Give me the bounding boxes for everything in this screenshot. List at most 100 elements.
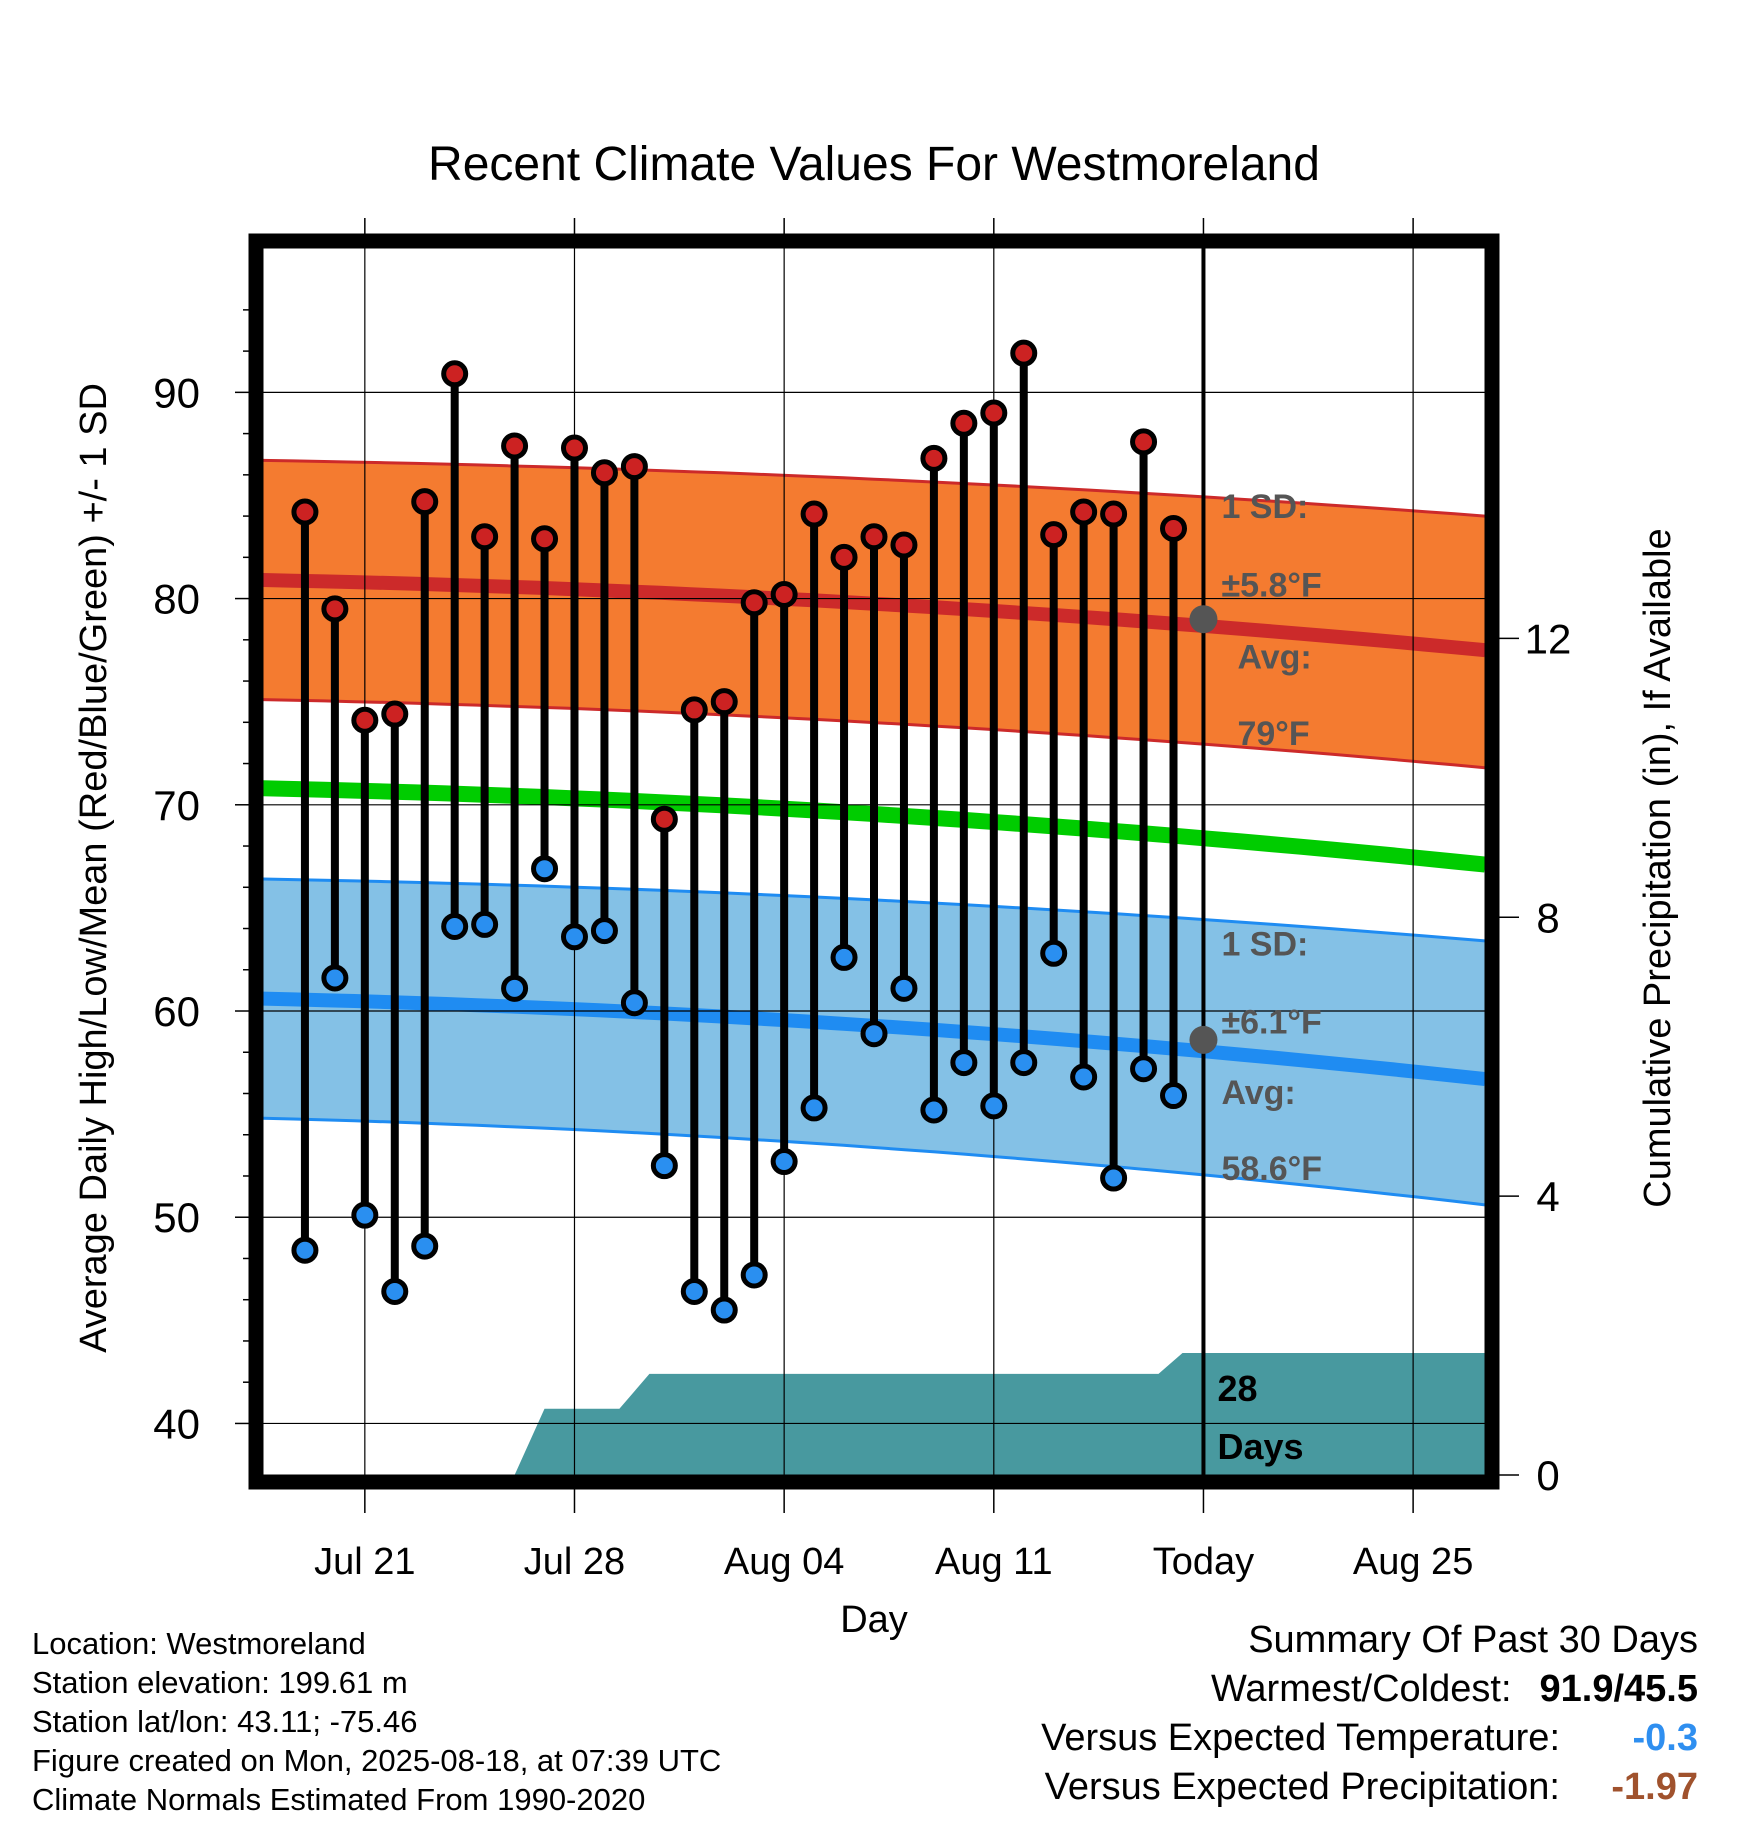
daily-low-point bbox=[860, 1020, 888, 1048]
daily-high-point bbox=[1160, 514, 1188, 542]
daily-high-point bbox=[501, 432, 529, 460]
daily-low-point bbox=[1130, 1055, 1158, 1083]
daily-low-point bbox=[950, 1049, 978, 1077]
y-tick-label: 40 bbox=[153, 1400, 200, 1447]
daily-high-point bbox=[1010, 339, 1038, 367]
x-tick-label: Jul 28 bbox=[524, 1541, 625, 1583]
high-sd-label: 1 SD: bbox=[1221, 488, 1308, 526]
daily-high-point bbox=[1040, 521, 1068, 549]
y-tick-label: 80 bbox=[153, 576, 200, 623]
precip-days-label: Days bbox=[1217, 1426, 1303, 1467]
daily-high-point bbox=[441, 360, 469, 388]
y2-tick-label: 12 bbox=[1525, 615, 1572, 662]
daily-high-point bbox=[471, 523, 499, 551]
daily-low-point bbox=[680, 1277, 708, 1305]
daily-low-point bbox=[980, 1092, 1008, 1120]
low-avg-value: 58.6°F bbox=[1221, 1150, 1322, 1188]
latlon-text: Station lat/lon: 43.11; -75.46 bbox=[32, 1704, 418, 1739]
daily-low-point bbox=[1070, 1063, 1098, 1091]
daily-high-point bbox=[531, 525, 559, 553]
x-tick-label: Aug 11 bbox=[935, 1541, 1053, 1583]
daily-high-point bbox=[770, 580, 798, 608]
today-high-avg-marker bbox=[1189, 605, 1218, 634]
daily-low-point bbox=[441, 912, 469, 940]
low-sd-value: ±6.1°F bbox=[1221, 1004, 1321, 1042]
station-info: Location: Westmoreland Station elevation… bbox=[32, 1624, 721, 1819]
y-tick-label: 70 bbox=[153, 782, 200, 829]
daily-high-point bbox=[680, 696, 708, 724]
daily-low-point bbox=[1010, 1049, 1038, 1077]
today-low-avg-marker bbox=[1189, 1025, 1218, 1054]
daily-high-point bbox=[620, 453, 648, 481]
daily-high-point bbox=[1130, 428, 1158, 456]
daily-low-point bbox=[381, 1277, 409, 1305]
normals-text: Climate Normals Estimated From 1990-2020 bbox=[32, 1782, 646, 1817]
summary-precip-row: Versus Expected Precipitation: -1.97 bbox=[1041, 1763, 1698, 1812]
daily-high-point bbox=[560, 434, 588, 462]
y-tick-label: 60 bbox=[153, 988, 200, 1035]
precip-days-number: 28 bbox=[1217, 1368, 1257, 1409]
daily-high-point bbox=[800, 500, 828, 528]
daily-low-point bbox=[710, 1296, 738, 1324]
low-sd-label: 1 SD: bbox=[1221, 925, 1308, 963]
y-tick-label: 50 bbox=[153, 1194, 200, 1241]
y-axis-label: Average Daily High/Low/Mean (Red/Blue/Gr… bbox=[73, 383, 115, 1353]
daily-high-point bbox=[710, 688, 738, 716]
daily-high-point bbox=[950, 409, 978, 437]
daily-low-point bbox=[351, 1201, 379, 1229]
daily-low-point bbox=[590, 917, 618, 945]
low-avg-label: Avg: bbox=[1221, 1074, 1295, 1112]
daily-low-point bbox=[770, 1148, 798, 1176]
daily-low-point bbox=[740, 1261, 768, 1289]
daily-low-point bbox=[411, 1232, 439, 1260]
high-sd-value: ±5.8°F bbox=[1221, 567, 1321, 605]
y2-tick-label: 4 bbox=[1536, 1173, 1559, 1220]
daily-low-point bbox=[501, 974, 529, 1002]
daily-high-point bbox=[830, 543, 858, 571]
plot-area: 1 SD: ±5.8°F Avg: 79°F 1 SD: ±6.1°F Avg: 58.6°F… bbox=[153, 218, 1571, 1583]
daily-low-point bbox=[471, 910, 499, 938]
daily-high-point bbox=[980, 399, 1008, 427]
y2-axis-label: Cumulative Precipitation (in), If Availa… bbox=[1637, 528, 1679, 1207]
summary-warmest-row: Warmest/Coldest: 91.9/45.5 bbox=[1041, 1665, 1698, 1714]
daily-low-point bbox=[1160, 1082, 1188, 1110]
elevation-text: Station elevation: 199.61 m bbox=[32, 1665, 408, 1700]
summary-temp-row: Versus Expected Temperature: -0.3 bbox=[1041, 1714, 1698, 1763]
daily-high-point bbox=[650, 805, 678, 833]
daily-low-point bbox=[650, 1152, 678, 1180]
y2-tick-label: 8 bbox=[1536, 894, 1559, 941]
temp-label: Versus Expected Temperature: bbox=[1041, 1717, 1560, 1759]
daily-high-point bbox=[411, 488, 439, 516]
daily-low-point bbox=[531, 855, 559, 883]
plot-frame bbox=[248, 233, 1500, 1490]
warmest-label: Warmest/Coldest: bbox=[1210, 1668, 1512, 1710]
daily-high-point bbox=[920, 444, 948, 472]
temp-value: -0.3 bbox=[1632, 1717, 1698, 1759]
daily-high-point bbox=[351, 706, 379, 734]
daily-low-point bbox=[620, 989, 648, 1017]
summary-panel: Summary Of Past 30 Days Warmest/Coldest:… bbox=[1041, 1616, 1698, 1812]
daily-low-point bbox=[321, 964, 349, 992]
created-text: Figure created on Mon, 2025-08-18, at 07… bbox=[32, 1743, 722, 1778]
daily-low-point bbox=[920, 1096, 948, 1124]
y2-tick-label: 0 bbox=[1536, 1452, 1559, 1499]
daily-high-point bbox=[740, 589, 768, 617]
daily-low-point bbox=[560, 923, 588, 951]
precip-value: -1.97 bbox=[1611, 1766, 1698, 1808]
x-tick-label: Jul 21 bbox=[314, 1541, 415, 1583]
x-tick-label: Aug 04 bbox=[724, 1541, 844, 1583]
daily-low-point bbox=[1100, 1164, 1128, 1192]
daily-low-point bbox=[830, 943, 858, 971]
daily-high-point bbox=[381, 700, 409, 728]
daily-low-point bbox=[291, 1236, 319, 1264]
daily-low-point bbox=[800, 1094, 828, 1122]
low-sd-bottom-edge bbox=[263, 1116, 1485, 1207]
daily-high-point bbox=[860, 523, 888, 551]
x-axis-label: Day bbox=[840, 1599, 908, 1641]
summary-title: Summary Of Past 30 Days bbox=[1248, 1619, 1698, 1661]
daily-low-point bbox=[1040, 939, 1068, 967]
location-text: Location: Westmoreland bbox=[32, 1626, 366, 1661]
x-tick-label: Aug 25 bbox=[1353, 1541, 1473, 1583]
daily-high-point bbox=[590, 459, 618, 487]
